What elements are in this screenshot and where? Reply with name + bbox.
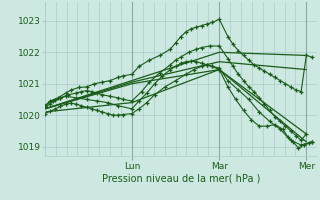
X-axis label: Pression niveau de la mer( hPa ): Pression niveau de la mer( hPa ) — [102, 173, 260, 183]
